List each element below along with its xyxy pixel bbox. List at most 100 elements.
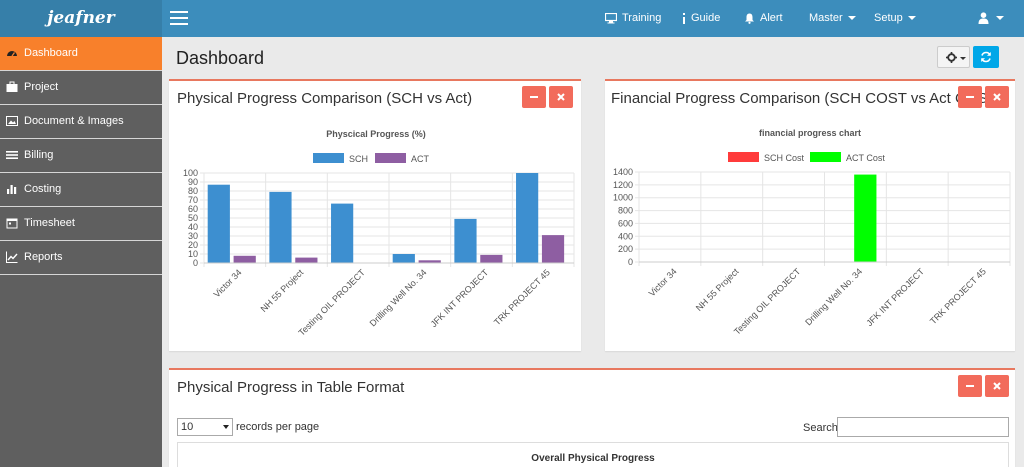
close-icon: [993, 93, 1001, 101]
sidebar-item-costing[interactable]: Costing: [0, 173, 162, 207]
nav-master-dropdown[interactable]: Master: [809, 0, 856, 37]
y-tick-label: 70: [188, 195, 198, 205]
sidebar-item-label: Reports: [24, 251, 63, 263]
y-tick-label: 30: [188, 231, 198, 241]
monitor-icon: [604, 12, 618, 24]
records-per-page: 10 records per page: [177, 418, 319, 436]
y-tick-label: 1000: [613, 193, 633, 203]
y-tick-label: 600: [618, 218, 633, 228]
bar: [418, 260, 441, 263]
close-icon: [993, 382, 1001, 390]
financial-progress-chart: financial progress chart SCH Cost ACT Cost…: [613, 128, 1011, 337]
records-per-page-select[interactable]: 10: [177, 418, 233, 436]
nav-master-label: Master: [809, 12, 843, 24]
close-button[interactable]: [985, 86, 1009, 108]
panel-title: Financial Progress Comparison (SCH COST …: [611, 90, 1002, 107]
x-tick-label: NH 55 Project: [694, 266, 741, 313]
y-tick-label: 10: [188, 249, 198, 259]
chart-title: financial progress chart: [759, 128, 861, 138]
x-tick-label: TRK PROJECT 45: [492, 267, 552, 327]
y-tick-label: 20: [188, 240, 198, 250]
legend-swatch: [728, 152, 759, 162]
nav-setup-label: Setup: [874, 12, 903, 24]
nav-setup-dropdown[interactable]: Setup: [874, 0, 916, 37]
y-tick-label: 1200: [613, 180, 633, 190]
y-tick-label: 1400: [613, 167, 633, 177]
refresh-button[interactable]: [973, 46, 999, 68]
refresh-icon: [981, 51, 991, 63]
user-icon: [978, 12, 989, 25]
settings-dropdown-button[interactable]: [937, 46, 970, 68]
panel-title: Physical Progress Comparison (SCH vs Act…: [177, 90, 473, 107]
sidebar-item-label: Project: [24, 81, 59, 93]
sidebar-item-dashboard[interactable]: Dashboard: [0, 37, 162, 71]
x-tick-label: JFK INT PROJECT: [429, 267, 491, 329]
app-logo[interactable]: jeafner: [0, 0, 162, 37]
chart-title: Physcical Progress (%): [326, 129, 426, 139]
search-input[interactable]: [837, 417, 1009, 437]
collapse-button[interactable]: [958, 86, 982, 108]
legend-label: SCH Cost: [764, 153, 805, 163]
sidebar-item-documents[interactable]: Document & Images: [0, 105, 162, 139]
menu-toggle-icon[interactable]: [170, 11, 188, 25]
dashboard-icon: [7, 51, 17, 57]
sidebar-item-label: Billing: [24, 149, 54, 161]
sidebar-item-reports[interactable]: Reports: [0, 241, 162, 275]
line-chart-icon: [6, 251, 18, 263]
nav-alert-label: Alert: [760, 12, 783, 24]
bar: [233, 255, 256, 263]
bar: [269, 191, 292, 263]
records-value: 10: [181, 421, 194, 433]
minus-icon: [966, 385, 974, 387]
bar: [516, 173, 539, 263]
close-button[interactable]: [985, 375, 1009, 397]
sidebar-item-label: Dashboard: [24, 47, 78, 59]
chevron-down-icon: [223, 425, 229, 429]
list-icon: [6, 151, 18, 159]
y-tick-label: 400: [618, 231, 633, 241]
progress-table-panel: Physical Progress in Table Format 10 reco…: [169, 368, 1015, 467]
y-tick-label: 40: [188, 222, 198, 232]
bar: [207, 184, 230, 263]
sidebar: Dashboard Project Document & Images Bill…: [0, 37, 162, 467]
collapse-button[interactable]: [958, 375, 982, 397]
bar: [854, 174, 877, 262]
briefcase-icon: [6, 81, 18, 92]
nav-guide-label: Guide: [691, 12, 721, 24]
sidebar-item-label: Document & Images: [24, 115, 124, 127]
legend-label: SCH: [349, 154, 368, 164]
sidebar-item-label: Timesheet: [24, 217, 75, 229]
bar: [392, 254, 415, 263]
sidebar-item-project[interactable]: Project: [0, 71, 162, 105]
close-button[interactable]: [549, 86, 573, 108]
top-navbar: jeafner Training Guide Alert Master Setu…: [0, 0, 1024, 37]
user-menu[interactable]: [978, 0, 1004, 37]
y-tick-label: 60: [188, 204, 198, 214]
bar: [454, 218, 477, 263]
bar: [480, 254, 503, 263]
nav-guide[interactable]: Guide: [682, 0, 720, 37]
y-tick-label: 80: [188, 186, 198, 196]
chevron-down-icon: [960, 57, 966, 60]
image-icon: [6, 116, 18, 126]
sidebar-item-timesheet[interactable]: Timesheet: [0, 207, 162, 241]
sidebar-item-label: Costing: [24, 183, 62, 195]
x-tick-label: Drilling Well No. 34: [803, 266, 864, 327]
y-tick-label: 800: [618, 206, 633, 216]
legend-label: ACT: [411, 154, 430, 164]
records-label: records per page: [236, 420, 320, 433]
content-header: Dashboard: [162, 37, 1024, 77]
y-tick-label: 50: [188, 213, 198, 223]
nav-training[interactable]: Training: [604, 0, 661, 37]
progress-table: Overall Physical Progress: [177, 442, 1009, 467]
search-label: Search:: [803, 422, 841, 434]
y-tick-label: 90: [188, 177, 198, 187]
y-tick-label: 200: [618, 244, 633, 254]
close-icon: [557, 93, 565, 101]
collapse-button[interactable]: [522, 86, 546, 108]
info-icon: [683, 12, 685, 24]
x-tick-label: Victor 34: [647, 266, 679, 298]
sidebar-item-billing[interactable]: Billing: [0, 139, 162, 173]
physical-progress-panel: Physical Progress Comparison (SCH vs Act…: [169, 79, 581, 351]
nav-alert[interactable]: Alert: [744, 0, 783, 37]
